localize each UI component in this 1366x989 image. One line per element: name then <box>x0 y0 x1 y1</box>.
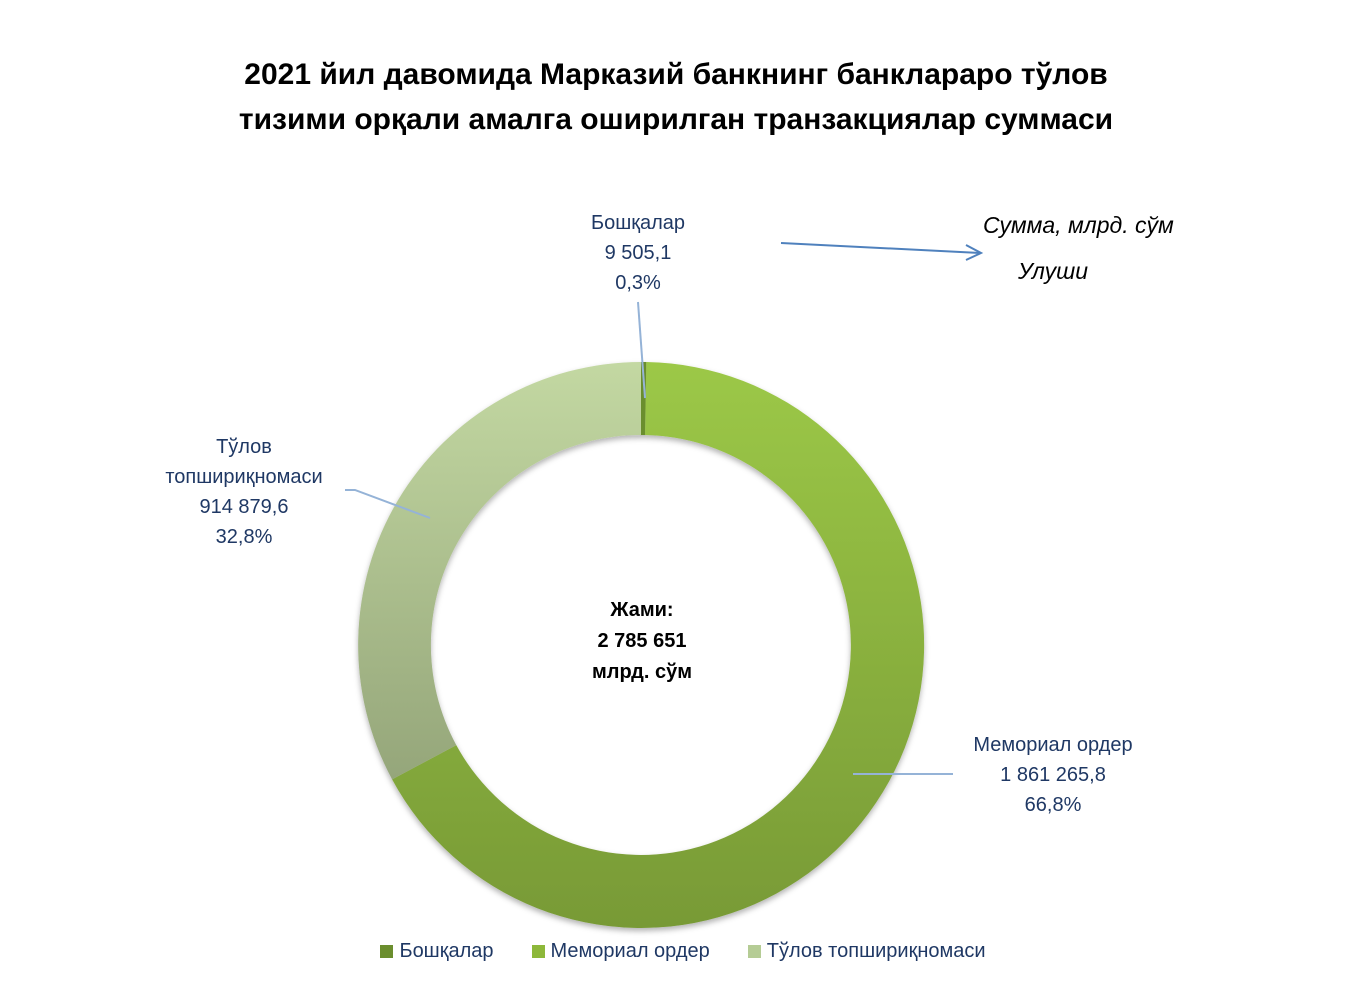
legend-swatch <box>380 945 394 958</box>
center-total-value: 2 785 651 <box>597 630 687 652</box>
slice-payment-order <box>358 362 641 780</box>
chart-title: 2021 йил давомида Марказий банкнинг банк… <box>0 52 1352 142</box>
chart-title-line-1: 2021 йил давомида Марказий банкнинг банк… <box>244 58 1108 91</box>
chart-title-line-2: тизими орқали амалга оширилган транзакци… <box>238 103 1114 136</box>
center-total-label: Жами: <box>610 599 674 621</box>
data-label-payment-order: Тўлов топшириқномаси 914 879,6 32,8% <box>144 432 344 552</box>
legend-label: Мемориал ордер <box>550 940 710 962</box>
center-total-unit: млрд. сўм <box>591 661 693 683</box>
slice-others <box>641 361 647 435</box>
label-name: Мемориал ордер <box>973 734 1133 756</box>
label-name: Бошқалар <box>590 212 686 234</box>
leader-line-payment <box>345 489 431 519</box>
legend: Бошқалар Мемориал ордер Тўлов топшириқно… <box>0 940 1366 963</box>
legend-label: Бошқалар <box>399 940 494 962</box>
label-value: 1 861 265,8 <box>1000 764 1106 786</box>
legend-swatch <box>747 945 761 958</box>
label-value: 9 505,1 <box>604 242 672 264</box>
label-name-line-1: Тўлов <box>216 436 272 458</box>
legend-item-others: Бошқалар <box>380 940 494 963</box>
legend-label: Тўлов топшириқномаси <box>766 940 986 962</box>
label-percent: 0,3% <box>615 272 661 294</box>
data-label-memorial-order: Мемориал ордер 1 861 265,8 66,8% <box>953 730 1153 820</box>
legend-item-memorial-order: Мемориал ордер <box>531 940 710 963</box>
data-label-others: Бошқалар 9 505,1 0,3% <box>578 208 698 298</box>
center-total: Жами: 2 785 651 млрд. сўм <box>542 595 742 688</box>
label-value: 914 879,6 <box>199 496 289 518</box>
annotation-sum-label: Сумма, млрд. сўм <box>983 212 1174 238</box>
label-name-line-2: топшириқномаси <box>165 466 323 488</box>
legend-item-payment-order: Тўлов топшириқномаси <box>747 940 986 963</box>
label-percent: 66,8% <box>1024 794 1082 816</box>
leader-line-others <box>637 301 646 399</box>
annotation-share-label: Улуши <box>1018 258 1089 284</box>
arrow-icon <box>780 242 984 261</box>
label-percent: 32,8% <box>215 526 273 548</box>
legend-swatch <box>531 945 545 958</box>
